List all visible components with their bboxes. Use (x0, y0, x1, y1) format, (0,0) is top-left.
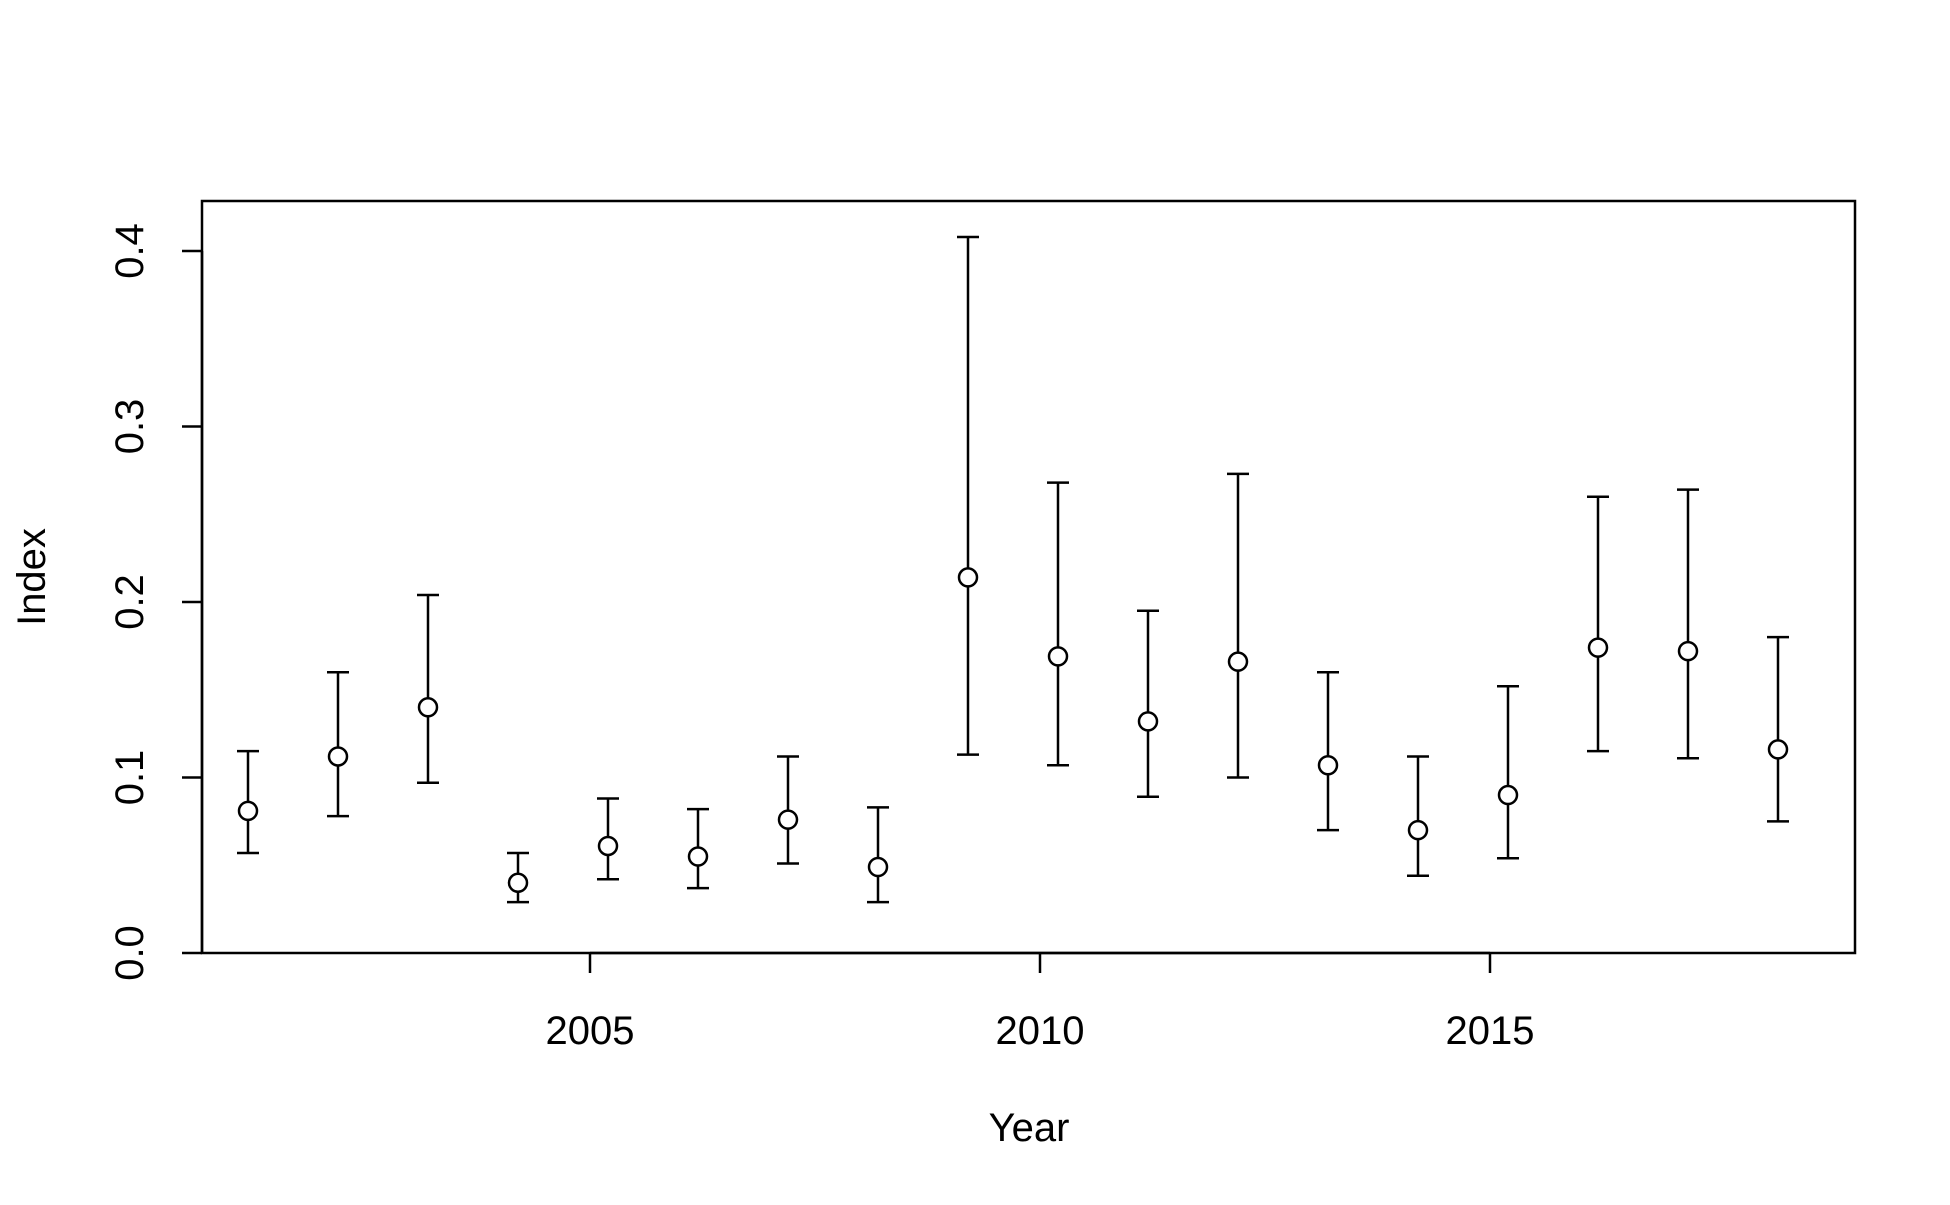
data-point-group (417, 593, 439, 785)
y-axis-title: Index (10, 528, 54, 626)
y-tick-label: 0.0 (108, 925, 152, 981)
y-tick-label: 0.2 (108, 574, 152, 630)
data-point-group (1587, 495, 1609, 753)
data-point-group (1047, 481, 1069, 767)
y-tick-label: 0.3 (108, 399, 152, 455)
data-point (1767, 739, 1789, 760)
data-point (1497, 784, 1519, 806)
x-tick-label: 2005 (546, 1009, 635, 1053)
x-tick-label: 2010 (996, 1009, 1085, 1053)
data-point-group (237, 749, 259, 855)
data-point-group (327, 670, 349, 818)
data-point (1407, 819, 1429, 841)
data-point (777, 809, 799, 830)
y-axis: 0.0 0.1 0.2 0.3 0.4 (108, 223, 204, 981)
data-point (417, 697, 439, 718)
data-point (507, 872, 529, 894)
data-point (687, 846, 709, 867)
data-point (1677, 640, 1699, 662)
y-tick-label: 0.1 (108, 750, 152, 806)
data-series (237, 235, 1789, 904)
data-point (1587, 637, 1609, 658)
data-point-group (1497, 684, 1519, 860)
data-point (237, 800, 259, 822)
plot-frame (200, 199, 1857, 955)
data-point-group (507, 851, 529, 904)
data-point (957, 567, 979, 588)
data-point-group (957, 235, 979, 756)
data-point-group (1767, 635, 1789, 823)
data-point-group (1317, 670, 1339, 832)
data-point (1227, 651, 1249, 672)
y-tick-label: 0.4 (108, 223, 152, 279)
data-point-group (597, 797, 619, 881)
x-axis: 2005 2010 2015 (546, 951, 1535, 1053)
data-point (867, 856, 889, 878)
data-point (1317, 754, 1339, 776)
data-point-group (687, 807, 709, 890)
data-point-group (1227, 472, 1249, 779)
x-tick-label: 2015 (1446, 1009, 1535, 1053)
data-point (1137, 711, 1159, 732)
data-point (327, 746, 349, 767)
data-point-group (867, 806, 889, 904)
data-point-group (1407, 755, 1429, 878)
data-point-group (1137, 609, 1159, 799)
data-point (597, 835, 619, 857)
data-point (1047, 646, 1069, 667)
data-point-group (777, 755, 799, 865)
x-axis-title: Year (989, 1106, 1070, 1150)
data-point-group (1677, 488, 1699, 760)
